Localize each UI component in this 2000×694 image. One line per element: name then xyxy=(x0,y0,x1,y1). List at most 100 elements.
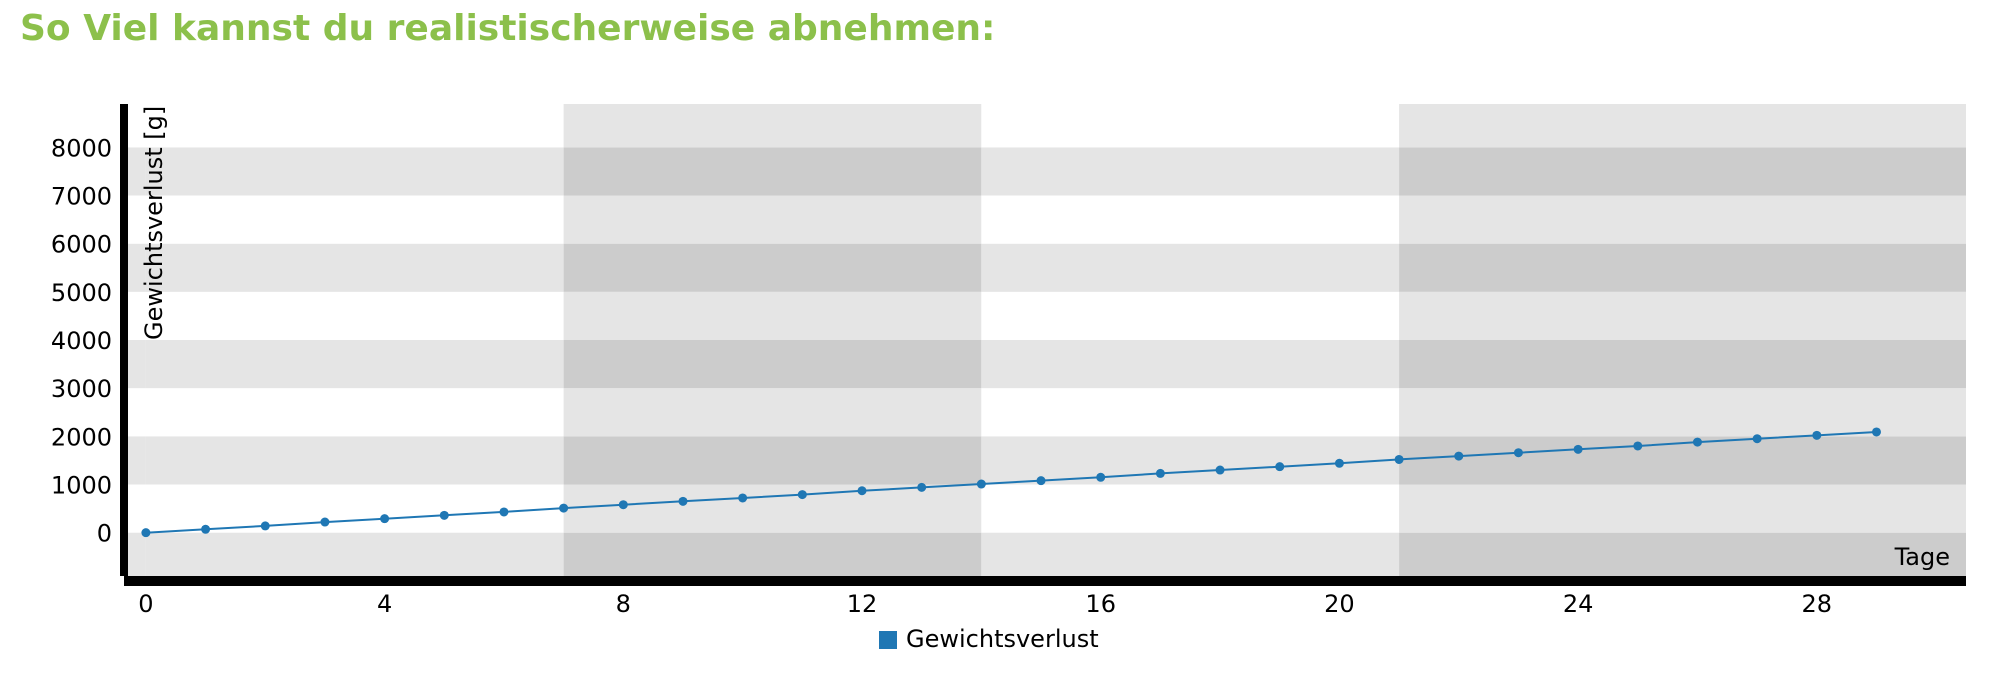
grid-band xyxy=(145,532,564,576)
series-line xyxy=(145,431,1877,534)
x-tick-label: 8 xyxy=(616,590,631,618)
data-point xyxy=(260,521,270,531)
grid-band xyxy=(128,340,146,389)
data-point xyxy=(1394,454,1404,464)
y-tick-label: 1000 xyxy=(51,471,112,499)
data-point xyxy=(1155,468,1165,478)
grid-band xyxy=(1399,484,1966,533)
background-bands xyxy=(128,104,1966,576)
grid-band xyxy=(563,484,982,533)
y-tick-label: 5000 xyxy=(51,279,112,307)
grid-band xyxy=(563,532,982,576)
data-point xyxy=(618,500,628,510)
grid-band xyxy=(145,195,564,244)
grid-band xyxy=(128,436,146,485)
grid-band xyxy=(145,484,564,533)
grid-band xyxy=(128,291,146,340)
legend-label: Gewichtsverlust xyxy=(906,625,1099,653)
y-tick-label: 3000 xyxy=(51,375,112,403)
grid-band xyxy=(1399,104,1966,148)
grid-band xyxy=(981,147,1400,196)
grid-band xyxy=(563,388,982,437)
axes xyxy=(120,104,1966,586)
data-point xyxy=(1812,430,1822,440)
grid-band xyxy=(563,340,982,389)
grid-band xyxy=(563,195,982,244)
grid-band xyxy=(981,195,1400,244)
grid-band xyxy=(145,104,564,148)
grid-band xyxy=(1399,388,1966,437)
page-title: So Viel kannst du realistischerweise abn… xyxy=(20,8,996,49)
data-point xyxy=(1513,448,1523,458)
grid-band xyxy=(128,147,146,196)
grid-band xyxy=(128,195,146,244)
x-axis-label: Tage xyxy=(1894,543,1950,571)
grid-band xyxy=(563,147,982,196)
grid-band xyxy=(128,532,146,576)
y-axis-label: Gewichtsverlust [g] xyxy=(140,106,168,340)
grid-band xyxy=(145,340,564,389)
data-point xyxy=(320,517,330,527)
data-point xyxy=(201,524,211,534)
grid-band xyxy=(981,436,1400,485)
x-tick-label: 16 xyxy=(1085,590,1116,618)
grid-band xyxy=(145,147,564,196)
y-tick-label: 8000 xyxy=(51,134,112,162)
grid-band xyxy=(1399,195,1966,244)
data-point xyxy=(1334,458,1344,468)
grid-band xyxy=(145,436,564,485)
grid-band xyxy=(563,104,982,148)
grid-band xyxy=(1399,340,1966,389)
data-point xyxy=(857,486,867,496)
x-tick-label: 0 xyxy=(138,590,153,618)
series-layer xyxy=(141,427,1881,538)
grid-band xyxy=(981,532,1400,576)
grid-band xyxy=(128,484,146,533)
x-tick-labels: 0 4 8 12 16 20 24 28 xyxy=(138,590,1832,618)
grid-band xyxy=(145,291,564,340)
grid-band xyxy=(563,291,982,340)
data-point xyxy=(738,493,748,503)
x-tick-label: 24 xyxy=(1563,590,1594,618)
y-tick-label: 2000 xyxy=(51,423,112,451)
grid-band xyxy=(1399,436,1966,485)
grid-band xyxy=(145,243,564,292)
grid-band xyxy=(563,436,982,485)
grid-band xyxy=(563,243,982,292)
grid-band xyxy=(128,104,146,148)
data-point xyxy=(1036,476,1046,486)
grid-band xyxy=(981,484,1400,533)
data-point xyxy=(1573,444,1583,454)
data-point xyxy=(1096,472,1106,482)
data-point xyxy=(1633,441,1643,451)
grid-band xyxy=(145,388,564,437)
data-point xyxy=(1871,427,1881,437)
x-tick-label: 12 xyxy=(847,590,878,618)
data-point xyxy=(1215,465,1225,475)
grid-band xyxy=(1399,243,1966,292)
data-point xyxy=(499,507,509,517)
grid-band xyxy=(981,340,1400,389)
legend-swatch xyxy=(879,631,897,649)
grid-band xyxy=(1399,147,1966,196)
grid-band xyxy=(981,291,1400,340)
grid-band xyxy=(1399,532,1966,576)
data-point xyxy=(559,503,569,513)
data-point xyxy=(1752,434,1762,444)
grid-band xyxy=(128,388,146,437)
data-point xyxy=(1275,462,1285,472)
data-point xyxy=(976,479,986,489)
data-point xyxy=(1692,437,1702,447)
data-point xyxy=(678,496,688,506)
y-tick-label: 6000 xyxy=(51,231,112,259)
grid-band xyxy=(981,388,1400,437)
x-tick-label: 28 xyxy=(1802,590,1833,618)
grid-band xyxy=(128,243,146,292)
x-tick-label: 20 xyxy=(1324,590,1355,618)
data-point xyxy=(1454,451,1464,461)
y-tick-label: 7000 xyxy=(51,183,112,211)
grid-band xyxy=(1399,291,1966,340)
grid-band xyxy=(981,104,1400,148)
data-point xyxy=(141,528,151,538)
